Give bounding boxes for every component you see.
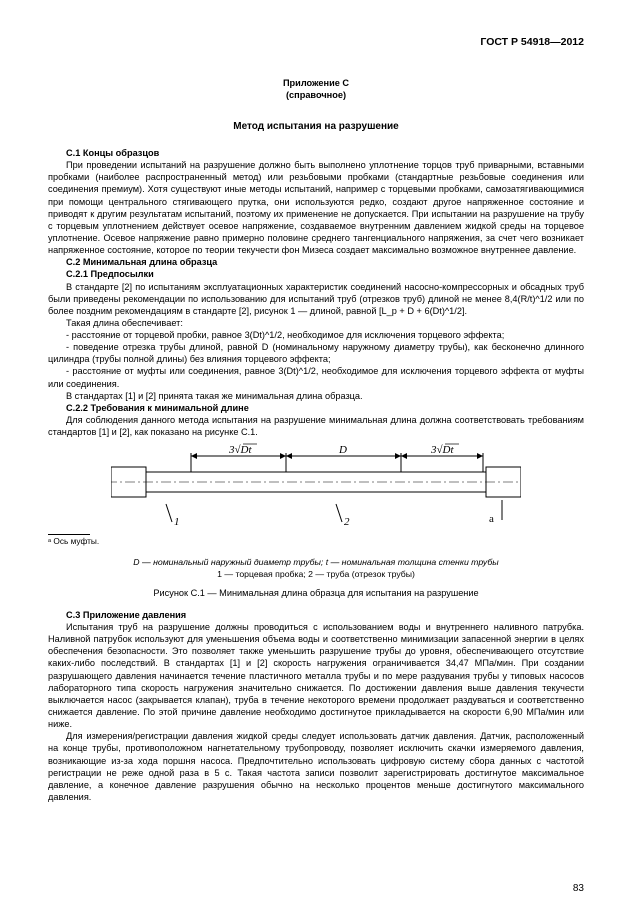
figure-legend: D — номинальный наружный диаметр трубы; … [48,557,584,580]
footnote-a: ᵃ Ось муфты. [48,536,584,547]
svg-text:3√Dt: 3√Dt [430,444,454,456]
bullet-1: - расстояние от торцевой пробки, равное … [48,329,584,341]
svg-text:3√Dt: 3√Dt [228,444,252,456]
para-c1: При проведении испытаний на разрушение д… [48,159,584,256]
legend-line2: 1 — торцевая пробка; 2 — труба (отрезок … [217,569,415,579]
heading-c3: С.3 Приложение давления [48,609,584,621]
para-c3-1: Испытания труб на разрушение должны пров… [48,621,584,730]
page-number: 83 [573,882,584,895]
bullet-3: - расстояние от муфты или соединения, ра… [48,365,584,389]
heading-c21: С.2.1 Предпосылки [48,268,584,280]
legend-line1: D — номинальный наружный диаметр трубы; … [133,557,498,567]
para-c3-2: Для измерения/регистрации давления жидко… [48,730,584,803]
appendix-line1: Приложение С [48,78,584,90]
appendix-line2: (справочное) [48,90,584,102]
figure-c1: 3√Dt D 3√Dt 1 2 a [48,442,584,532]
figure-title: Рисунок С.1 — Минимальная длина образца … [48,587,584,599]
para-c21-1: В стандарте [2] по испытаниям эксплуатац… [48,281,584,317]
appendix-header: Приложение С (справочное) [48,78,584,102]
doc-number: ГОСТ Р 54918—2012 [48,36,584,50]
para-c21-2: Такая длина обеспечивает: [48,317,584,329]
para-c21-3: В стандартах [1] и [2] принята такая же … [48,390,584,402]
svg-text:2: 2 [344,516,350,528]
para-c22: Для соблюдения данного метода испытания … [48,414,584,438]
heading-c1: С.1 Концы образцов [48,147,584,159]
svg-text:D: D [338,444,347,456]
main-title: Метод испытания на разрушение [48,120,584,133]
svg-text:a: a [489,513,494,525]
heading-c22: С.2.2 Требования к минимальной длине [48,402,584,414]
svg-text:1: 1 [174,516,180,528]
bullet-2: - поведение отрезка трубы длиной, равной… [48,341,584,365]
heading-c2: С.2 Минимальная длина образца [48,256,584,268]
diagram-svg: 3√Dt D 3√Dt 1 2 a [111,442,521,532]
page: ГОСТ Р 54918—2012 Приложение С (справочн… [0,0,630,913]
